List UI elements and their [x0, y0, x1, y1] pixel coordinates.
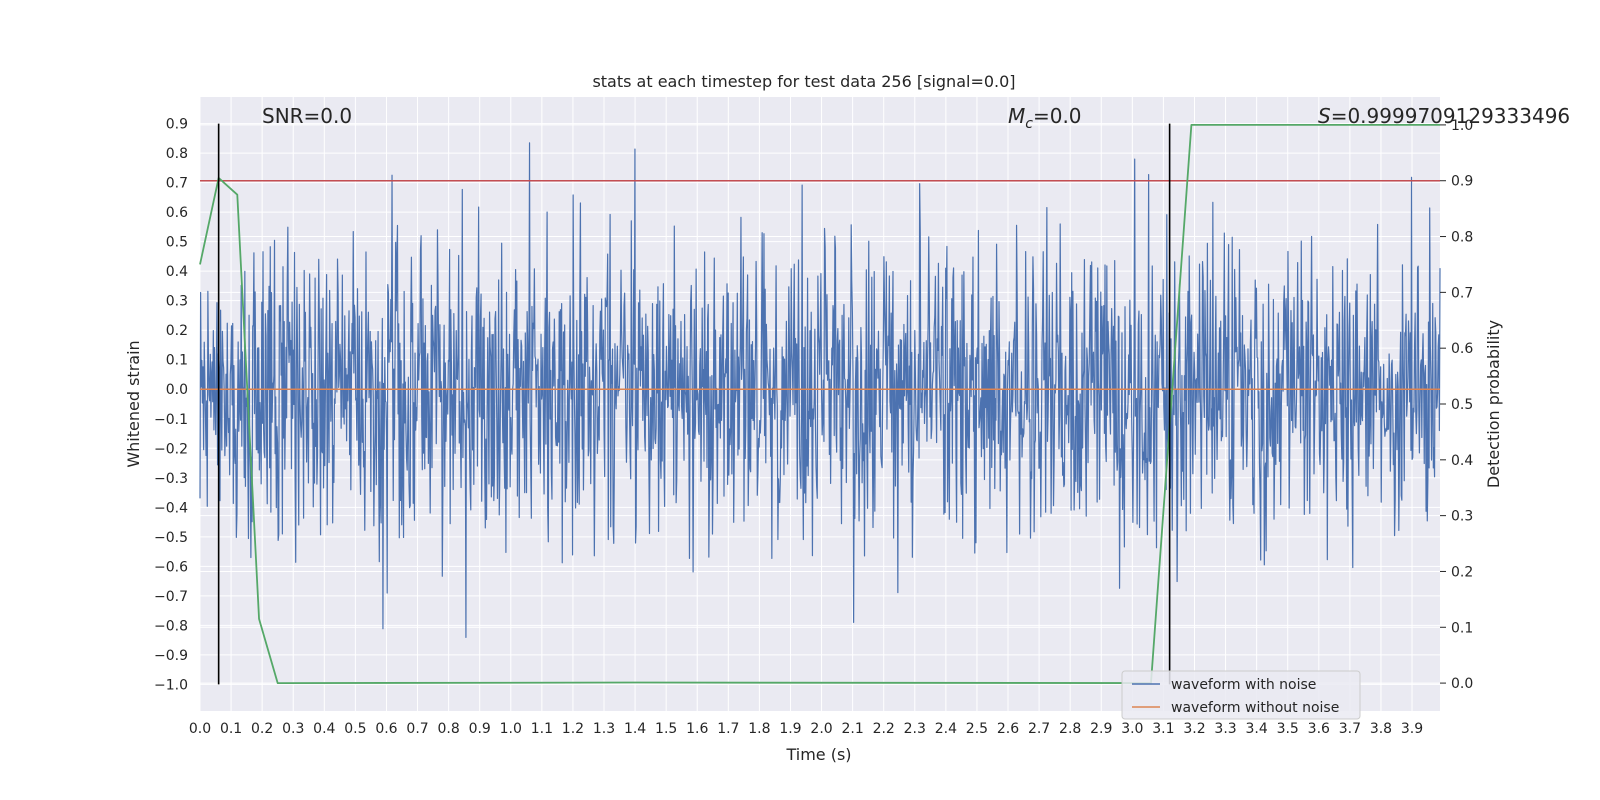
- x-tick-label: 2.9: [1090, 721, 1112, 737]
- y-right-tick-label: 0.0: [1451, 676, 1473, 692]
- y-tick-label: −0.9: [154, 648, 188, 664]
- y-tick-label: −0.2: [154, 441, 188, 457]
- noisy-waveform-series: [199, 142, 1441, 639]
- y-tick-label: 0.6: [166, 205, 188, 221]
- y-right-tick-label: 0.4: [1451, 453, 1473, 469]
- x-tick-label: 0.6: [375, 721, 397, 737]
- y-tick-label: 0.8: [166, 146, 188, 162]
- y-right-tick-label: 0.8: [1451, 230, 1473, 246]
- x-tick-label: 3.1: [1152, 721, 1174, 737]
- x-tick-label: 0.8: [437, 721, 459, 737]
- x-axis-label: Time (s): [785, 745, 851, 764]
- waveform-with-noise-line: [199, 142, 1441, 639]
- x-tick-label: 1.7: [717, 721, 739, 737]
- y-tick-label: 0.5: [166, 235, 188, 251]
- chirp-mass-subscript: c: [1025, 116, 1033, 132]
- y-tick-label: −0.8: [154, 618, 188, 634]
- overlay-series: [199, 123, 1440, 685]
- y-tick-label: −1.0: [154, 677, 188, 693]
- axis-ticks: 0.0 0.1 0.2 0.3 0.4 0.5 0.6 0.7 0.8 0.9 1.0 1.1 1.2 1…: [154, 117, 1473, 737]
- x-tick-label: 3.6: [1308, 721, 1330, 737]
- x-tick-label: 3.0: [1121, 721, 1143, 737]
- x-tick-label: 2.2: [873, 721, 895, 737]
- x-tick-label: 2.7: [1028, 721, 1050, 737]
- y-tick-label: −0.5: [154, 530, 188, 546]
- x-tick-label: 0.9: [469, 721, 491, 737]
- y-right-tick-label: 0.5: [1451, 397, 1473, 413]
- detection-probability-line: [199, 124, 1440, 684]
- x-tick-label: 3.3: [1214, 721, 1236, 737]
- x-tick-label: 3.9: [1401, 721, 1423, 737]
- legend-label-clean: waveform without noise: [1171, 700, 1339, 716]
- y-tick-label: −0.3: [154, 471, 188, 487]
- x-tick-label: 2.1: [841, 721, 863, 737]
- chirp-mass-value: =0.0: [1033, 104, 1082, 128]
- y-tick-label: 0.2: [166, 323, 188, 339]
- x-tick-label: 3.4: [1246, 721, 1268, 737]
- x-tick-label: 2.8: [1059, 721, 1081, 737]
- y-tick-label: 0.7: [166, 176, 188, 192]
- x-tick-label: 2.4: [935, 721, 957, 737]
- legend: waveform with noise waveform without noi…: [1121, 670, 1361, 720]
- x-tick-label: 1.0: [500, 721, 522, 737]
- y-right-tick-label: 0.9: [1451, 174, 1473, 190]
- y-right-tick-label: 0.6: [1451, 341, 1473, 357]
- x-tick-label: 1.4: [624, 721, 646, 737]
- score-symbol: S: [1318, 104, 1331, 128]
- x-tick-label: 3.7: [1339, 721, 1361, 737]
- x-tick-label: 1.9: [779, 721, 801, 737]
- x-tick-label: 2.6: [997, 721, 1019, 737]
- y-right-tick-label: 0.7: [1451, 285, 1473, 301]
- score-annotation: S=0.9999709129333496: [1318, 104, 1570, 128]
- y-tick-label: 0.4: [166, 264, 188, 280]
- y-tick-label: −0.4: [154, 500, 188, 516]
- y-tick-label: −0.6: [154, 559, 188, 575]
- x-tick-label: 2.5: [966, 721, 988, 737]
- x-tick-label: 2.3: [904, 721, 926, 737]
- x-tick-label: 1.1: [531, 721, 553, 737]
- x-tick-label: 1.2: [562, 721, 584, 737]
- y-tick-label: −0.1: [154, 412, 188, 428]
- x-tick-label: 0.0: [189, 721, 211, 737]
- x-tick-label: 3.5: [1277, 721, 1299, 737]
- y-right-tick-label: 1.0: [1451, 118, 1473, 134]
- x-tick-label: 0.7: [406, 721, 428, 737]
- x-tick-label: 3.8: [1370, 721, 1392, 737]
- legend-box: [1121, 670, 1361, 720]
- x-tick-label: 0.1: [220, 721, 242, 737]
- chirp-mass-annotation: Mc=0.0: [1008, 104, 1082, 132]
- y-axis-right-label: Detection probability: [1484, 320, 1503, 488]
- y-tick-label: 0.9: [166, 117, 188, 133]
- x-tick-label: 1.5: [655, 721, 677, 737]
- x-tick-label: 3.2: [1183, 721, 1205, 737]
- x-tick-label: 0.2: [251, 721, 273, 737]
- y-tick-label: 0.0: [166, 382, 188, 398]
- y-axis-label: Whitened strain: [124, 340, 143, 467]
- x-tick-label: 1.6: [686, 721, 708, 737]
- y-tick-label: 0.1: [166, 353, 188, 369]
- x-tick-label: 0.4: [313, 721, 335, 737]
- x-tick-label: 2.0: [810, 721, 832, 737]
- chirp-mass-symbol: M: [1008, 104, 1025, 128]
- y-right-tick-label: 0.3: [1451, 509, 1473, 525]
- x-tick-label: 1.8: [748, 721, 770, 737]
- y-tick-label: −0.7: [154, 589, 188, 605]
- y-right-tick-label: 0.1: [1451, 620, 1473, 636]
- snr-annotation: SNR=0.0: [262, 104, 352, 128]
- y-right-tick-label: 0.2: [1451, 564, 1473, 580]
- x-tick-label: 0.3: [282, 721, 304, 737]
- chart-title: stats at each timestep for test data 256…: [592, 72, 1015, 91]
- x-tick-label: 0.5: [344, 721, 366, 737]
- x-tick-label: 1.3: [593, 721, 615, 737]
- score-value: =0.9999709129333496: [1331, 104, 1570, 128]
- y-tick-label: 0.3: [166, 294, 188, 310]
- legend-label-noisy: waveform with noise: [1171, 677, 1316, 693]
